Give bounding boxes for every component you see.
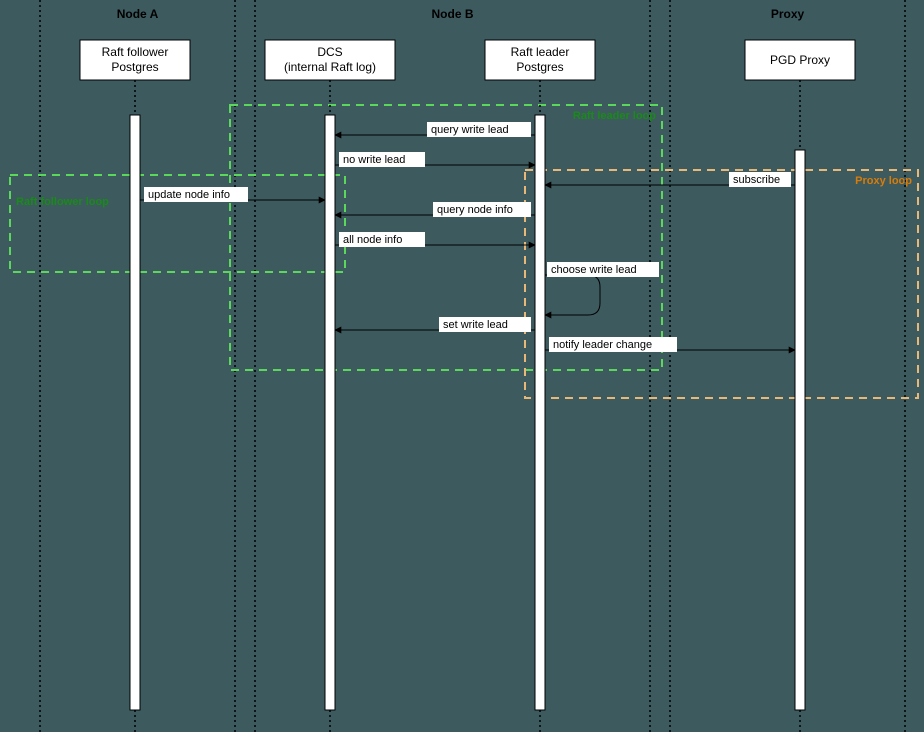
- message-label-m9: notify leader change: [553, 339, 652, 351]
- message-label-m8: set write lead: [443, 319, 508, 331]
- message-label-m4: update node info: [148, 189, 230, 201]
- message-arrow-m7: [545, 275, 600, 315]
- group-label-nodeB: Node B: [432, 7, 474, 21]
- activation-follower: [130, 115, 140, 710]
- activation-leader: [535, 115, 545, 710]
- group-label-nodeA: Node A: [117, 7, 159, 21]
- participant-label-pgdproxy-0: PGD Proxy: [770, 53, 830, 67]
- message-label-m2: no write lead: [343, 154, 405, 166]
- message-label-m1: query write lead: [431, 124, 509, 136]
- message-label-m5: query node info: [437, 204, 513, 216]
- group-label-proxy: Proxy: [771, 7, 805, 21]
- proxy-loop-box: [525, 170, 918, 398]
- participant-label-follower-0: Raft follower: [102, 45, 169, 59]
- proxy-loop-label: Proxy loop: [855, 175, 912, 187]
- participant-label-follower-1: Postgres: [111, 60, 158, 74]
- participant-label-dcs-1: (internal Raft log): [284, 60, 376, 74]
- raft-follower-loop-label: Raft follower loop: [16, 196, 109, 208]
- participant-label-dcs-0: DCS: [317, 45, 342, 59]
- raft-leader-loop-label: Raft leader loop: [573, 110, 656, 122]
- activation-pgdproxy: [795, 150, 805, 710]
- participant-label-leader-0: Raft leader: [511, 45, 570, 59]
- activation-dcs: [325, 115, 335, 710]
- message-label-m6: all node info: [343, 234, 402, 246]
- participant-label-leader-1: Postgres: [516, 60, 563, 74]
- message-label-m7: choose write lead: [551, 264, 637, 276]
- message-label-m3: subscribe: [733, 174, 780, 186]
